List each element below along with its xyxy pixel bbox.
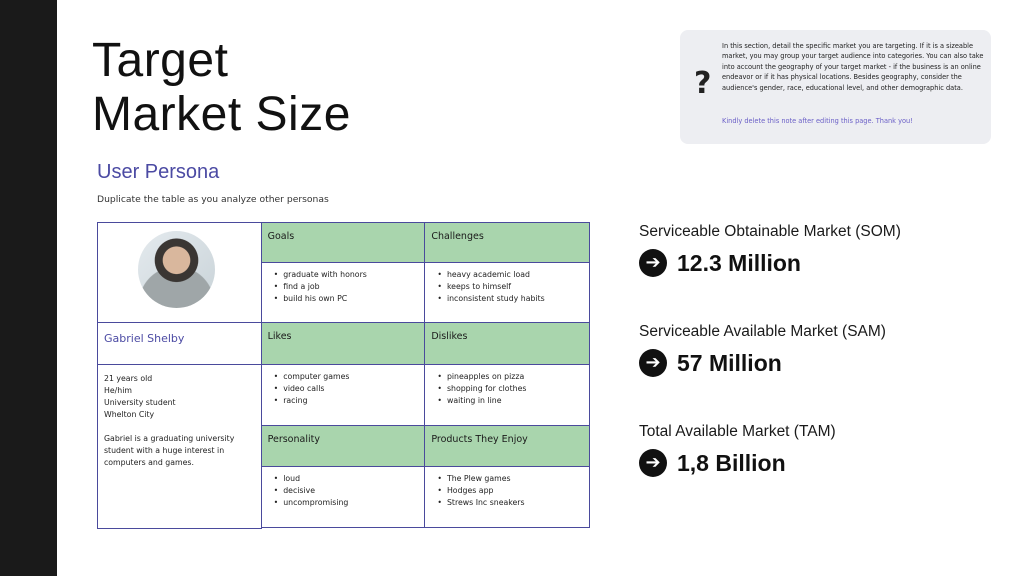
list-item: pineapples on pizza	[437, 371, 583, 383]
dislikes-list: pineapples on pizza shopping for clothes…	[424, 364, 590, 426]
list-item: racing	[274, 395, 419, 407]
bio-occupation: University student	[104, 398, 176, 407]
tam-stat: Total Available Market (TAM) ➔ 1,8 Billi…	[639, 423, 836, 477]
list-item: find a job	[274, 281, 419, 293]
som-label: Serviceable Obtainable Market (SOM)	[639, 223, 901, 240]
persona-table: Goals Challenges graduate with honors fi…	[97, 222, 590, 529]
list-item: graduate with honors	[274, 269, 419, 281]
list-item: Strews Inc sneakers	[437, 497, 583, 509]
list-item: decisive	[274, 485, 419, 497]
products-list: The Plew games Hodges app Strews Inc sne…	[424, 466, 590, 528]
list-item: inconsistent study habits	[437, 293, 583, 305]
bio-pronouns: He/him	[104, 386, 132, 395]
dislikes-header: Dislikes	[424, 322, 590, 365]
bio-location: Whelton City	[104, 410, 155, 419]
goals-header: Goals	[260, 222, 426, 263]
note-text: In this section, detail the specific mar…	[722, 42, 984, 92]
avatar-cell	[97, 222, 262, 323]
left-sidebar-bar	[0, 0, 57, 576]
avatar	[138, 231, 215, 308]
instruction-note: ? In this section, detail the specific m…	[680, 30, 991, 144]
personality-list: loud decisive uncompromising	[260, 466, 426, 528]
goals-list: graduate with honors find a job build hi…	[260, 262, 426, 323]
question-mark-icon: ?	[694, 66, 712, 101]
list-item: computer games	[274, 371, 419, 383]
sam-label: Serviceable Available Market (SAM)	[639, 323, 886, 340]
list-item: heavy academic load	[437, 269, 583, 281]
note-delete-text: Kindly delete this note after editing th…	[722, 117, 913, 125]
list-item: build his own PC	[274, 293, 419, 305]
persona-bio: 21 years old He/him University student W…	[97, 364, 262, 529]
persona-heading: User Persona	[97, 161, 220, 183]
arrow-right-icon: ➔	[639, 349, 667, 377]
persona-name: Gabriel Shelby	[97, 322, 262, 365]
list-item: keeps to himself	[437, 281, 583, 293]
likes-header: Likes	[260, 322, 426, 365]
sam-stat: Serviceable Available Market (SAM) ➔ 57 …	[639, 323, 886, 377]
challenges-list: heavy academic load keeps to himself inc…	[424, 262, 590, 323]
title-line-2: Market Size	[92, 88, 351, 141]
challenges-header: Challenges	[424, 222, 590, 263]
likes-list: computer games video calls racing	[260, 364, 426, 426]
tam-label: Total Available Market (TAM)	[639, 423, 836, 440]
title-line-1: Target	[92, 34, 229, 87]
list-item: loud	[274, 473, 419, 485]
personality-header: Personality	[260, 425, 426, 467]
page-title: Target Market Size	[92, 34, 351, 142]
bio-description: Gabriel is a graduating university stude…	[104, 434, 235, 467]
bio-age: 21 years old	[104, 374, 153, 383]
list-item: The Plew games	[437, 473, 583, 485]
list-item: shopping for clothes	[437, 383, 583, 395]
som-value: 12.3 Million	[677, 249, 801, 276]
list-item: Hodges app	[437, 485, 583, 497]
list-item: waiting in line	[437, 395, 583, 407]
products-header: Products They Enjoy	[424, 425, 590, 467]
sam-value: 57 Million	[677, 349, 782, 376]
som-stat: Serviceable Obtainable Market (SOM) ➔ 12…	[639, 223, 901, 277]
tam-value: 1,8 Billion	[677, 449, 786, 476]
arrow-right-icon: ➔	[639, 249, 667, 277]
list-item: uncompromising	[274, 497, 419, 509]
arrow-right-icon: ➔	[639, 449, 667, 477]
list-item: video calls	[274, 383, 419, 395]
persona-subheading: Duplicate the table as you analyze other…	[97, 194, 329, 205]
